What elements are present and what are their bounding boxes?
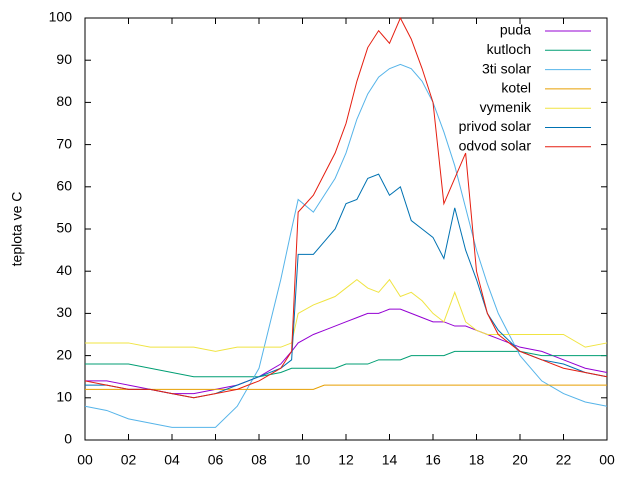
y-tick-label: 50 — [56, 220, 72, 236]
x-tick-label: 04 — [164, 452, 180, 468]
line-series — [85, 278, 608, 352]
line-series — [84, 16, 608, 399]
x-tick-label: 14 — [382, 452, 398, 468]
y-tick-label: 100 — [49, 9, 73, 25]
x-tick-label: 20 — [512, 452, 528, 468]
x-tick-label: 00 — [77, 452, 93, 468]
legend-label: kotel — [501, 80, 531, 96]
x-tick-label: 18 — [469, 452, 485, 468]
plot-frame — [84, 17, 608, 441]
line-series — [84, 63, 608, 428]
legend-label: vymenik — [480, 99, 532, 115]
y-tick-label: 0 — [64, 431, 72, 447]
x-tick-label: 02 — [121, 452, 137, 468]
x-tick-label: 12 — [338, 452, 354, 468]
line-series — [85, 384, 607, 390]
legend-label: puda — [500, 22, 531, 38]
y-axis-label: teplota ve C — [9, 192, 25, 267]
legend-label: kutloch — [487, 41, 531, 57]
y-tick-label: 10 — [56, 389, 72, 405]
x-tick-label: 08 — [251, 452, 267, 468]
y-tick-label: 30 — [56, 304, 72, 320]
line-series — [85, 308, 608, 395]
x-tick-label: 16 — [425, 452, 441, 468]
line-series — [85, 350, 607, 378]
y-tick-label: 90 — [56, 51, 72, 67]
y-tick-label: 80 — [56, 93, 72, 109]
x-tick-label: 00 — [599, 452, 615, 468]
y-tick-label: 70 — [56, 135, 72, 151]
x-tick-label: 22 — [556, 452, 572, 468]
legend-label: privod solar — [459, 118, 532, 134]
y-tick-label: 40 — [56, 262, 72, 278]
y-tick-label: 20 — [56, 346, 72, 362]
legend-label: 3ti solar — [482, 60, 531, 76]
x-tick-label: 10 — [295, 452, 311, 468]
x-tick-label: 06 — [208, 452, 224, 468]
legend-label: odvod solar — [459, 138, 532, 154]
y-tick-label: 60 — [56, 178, 72, 194]
